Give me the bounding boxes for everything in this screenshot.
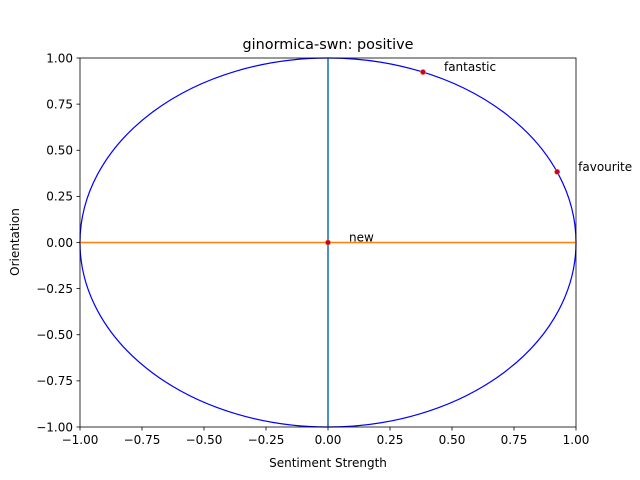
x-tick-label: −0.75 — [124, 433, 161, 447]
data-point-favourite — [554, 168, 561, 175]
x-tick-label: 0.75 — [501, 433, 528, 447]
x-tick-label: 0.25 — [377, 433, 404, 447]
y-tick-label: −0.75 — [36, 374, 73, 388]
x-tick-label: 0.50 — [439, 433, 466, 447]
point-label-favourite: favourite — [578, 160, 632, 174]
x-axis-label: Sentiment Strength — [269, 456, 387, 470]
y-tick-label: 1.00 — [46, 51, 73, 65]
y-tick-label: −1.00 — [36, 420, 73, 434]
point-label-fantastic: fantastic — [444, 60, 496, 74]
point-label-new: new — [349, 231, 374, 245]
y-axis-label: Orientation — [8, 208, 22, 276]
plot-area: fantastic favourite new — [79, 57, 632, 428]
y-tick-label: −0.25 — [36, 282, 73, 296]
x-tick-label: −1.00 — [62, 433, 99, 447]
y-tick-label: −0.50 — [36, 328, 73, 342]
y-tick-label: 0.00 — [46, 236, 73, 250]
y-axis: −1.00 −0.75 −0.50 −0.25 0.00 0.25 0.50 0.75 1.00 — [36, 51, 80, 434]
x-tick-label: 1.00 — [563, 433, 590, 447]
x-tick-label: −0.25 — [248, 433, 285, 447]
y-tick-label: 0.75 — [46, 97, 73, 111]
data-point-fantastic — [420, 69, 426, 75]
y-tick-label: 0.50 — [46, 144, 73, 158]
x-axis: −1.00 −0.75 −0.50 −0.25 0.00 0.25 0.50 0.75 1.00 — [62, 427, 590, 447]
x-tick-label: 0.00 — [315, 433, 342, 447]
y-tick-label: 0.25 — [46, 190, 73, 204]
data-point-new — [325, 239, 331, 246]
x-tick-label: −0.50 — [186, 433, 223, 447]
chart-title: ginormica-swn: positive — [243, 37, 414, 53]
